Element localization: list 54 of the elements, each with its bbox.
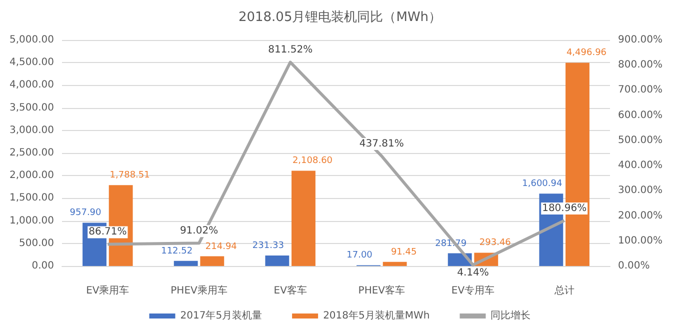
bar <box>174 260 198 266</box>
y2-tick-label: 400.00% <box>618 160 662 172</box>
x-tick-label: EV专用车 <box>451 284 495 296</box>
data-label: 180.96% <box>542 203 587 214</box>
x-tick-label: PHEV乘用车 <box>170 284 228 296</box>
y-tick-label: 4,000.00 <box>9 80 54 91</box>
y2-tick-label: 800.00% <box>618 60 662 71</box>
y-tick-label: 500.00 <box>19 238 54 249</box>
y2-tick-label: 0.00% <box>618 260 650 272</box>
legend-label: 2018年5月装机量MWh <box>323 310 430 322</box>
data-label: 86.71% <box>88 226 127 238</box>
data-label: 957.90 <box>70 208 102 218</box>
y-tick-label: 1,000.00 <box>9 215 54 226</box>
y2-tick-label: 200.00% <box>618 210 662 222</box>
y2-tick-label: 700.00% <box>618 84 662 96</box>
legend-label: 同比增长 <box>490 310 531 322</box>
y2-tick-label: 600.00% <box>618 110 662 121</box>
y2-tick-label: 900.00% <box>618 34 662 46</box>
data-label: 91.45 <box>390 247 417 258</box>
bar <box>265 256 290 266</box>
data-label: 293.46 <box>479 238 512 248</box>
y-tick-label: 5,000.00 <box>9 34 54 46</box>
data-label: 1,788.51 <box>110 170 150 181</box>
data-label: 91.02% <box>180 226 218 237</box>
data-label: 811.52% <box>268 44 313 56</box>
y2-tick-label: 300.00% <box>618 185 662 196</box>
x-tick-label: EV乘用车 <box>86 284 130 296</box>
data-label: 4.14% <box>457 267 489 278</box>
bar <box>200 256 224 266</box>
x-tick-label: PHEV客车 <box>358 284 406 296</box>
bar <box>382 262 407 266</box>
data-label: 1,600.94 <box>522 179 562 190</box>
y-tick-label: 1,500.00 <box>9 192 54 204</box>
chart-title: 2018.05月锂电装机同比（MWh） <box>238 10 442 25</box>
y2-tick-label: 100.00% <box>618 235 662 246</box>
data-label: 437.81% <box>359 138 404 150</box>
y-tick-label: 2,000.00 <box>9 170 54 182</box>
y-tick-label: 3,000.00 <box>9 124 54 136</box>
data-label: 231.33 <box>252 241 284 252</box>
y-tick-label: 0.00 <box>32 260 54 272</box>
data-label: 4,496.96 <box>566 48 607 58</box>
legend-label: 2017年5月装机量 <box>180 310 262 322</box>
y-tick-label: 4,500.00 <box>9 57 54 68</box>
data-label: 281.79 <box>435 238 467 249</box>
data-label: 17.00 <box>346 250 373 261</box>
x-tick-label: 总计 <box>553 284 574 296</box>
y2-tick-label: 500.00% <box>618 134 662 146</box>
bar <box>292 170 316 266</box>
data-label: 214.94 <box>205 242 238 252</box>
data-label: 112.52 <box>161 246 193 256</box>
data-label: 2,108.60 <box>292 156 333 166</box>
y-tick-label: 2,500.00 <box>9 148 54 158</box>
x-tick-label: EV客车 <box>274 284 307 296</box>
y-tick-label: 3,500.00 <box>9 102 54 114</box>
